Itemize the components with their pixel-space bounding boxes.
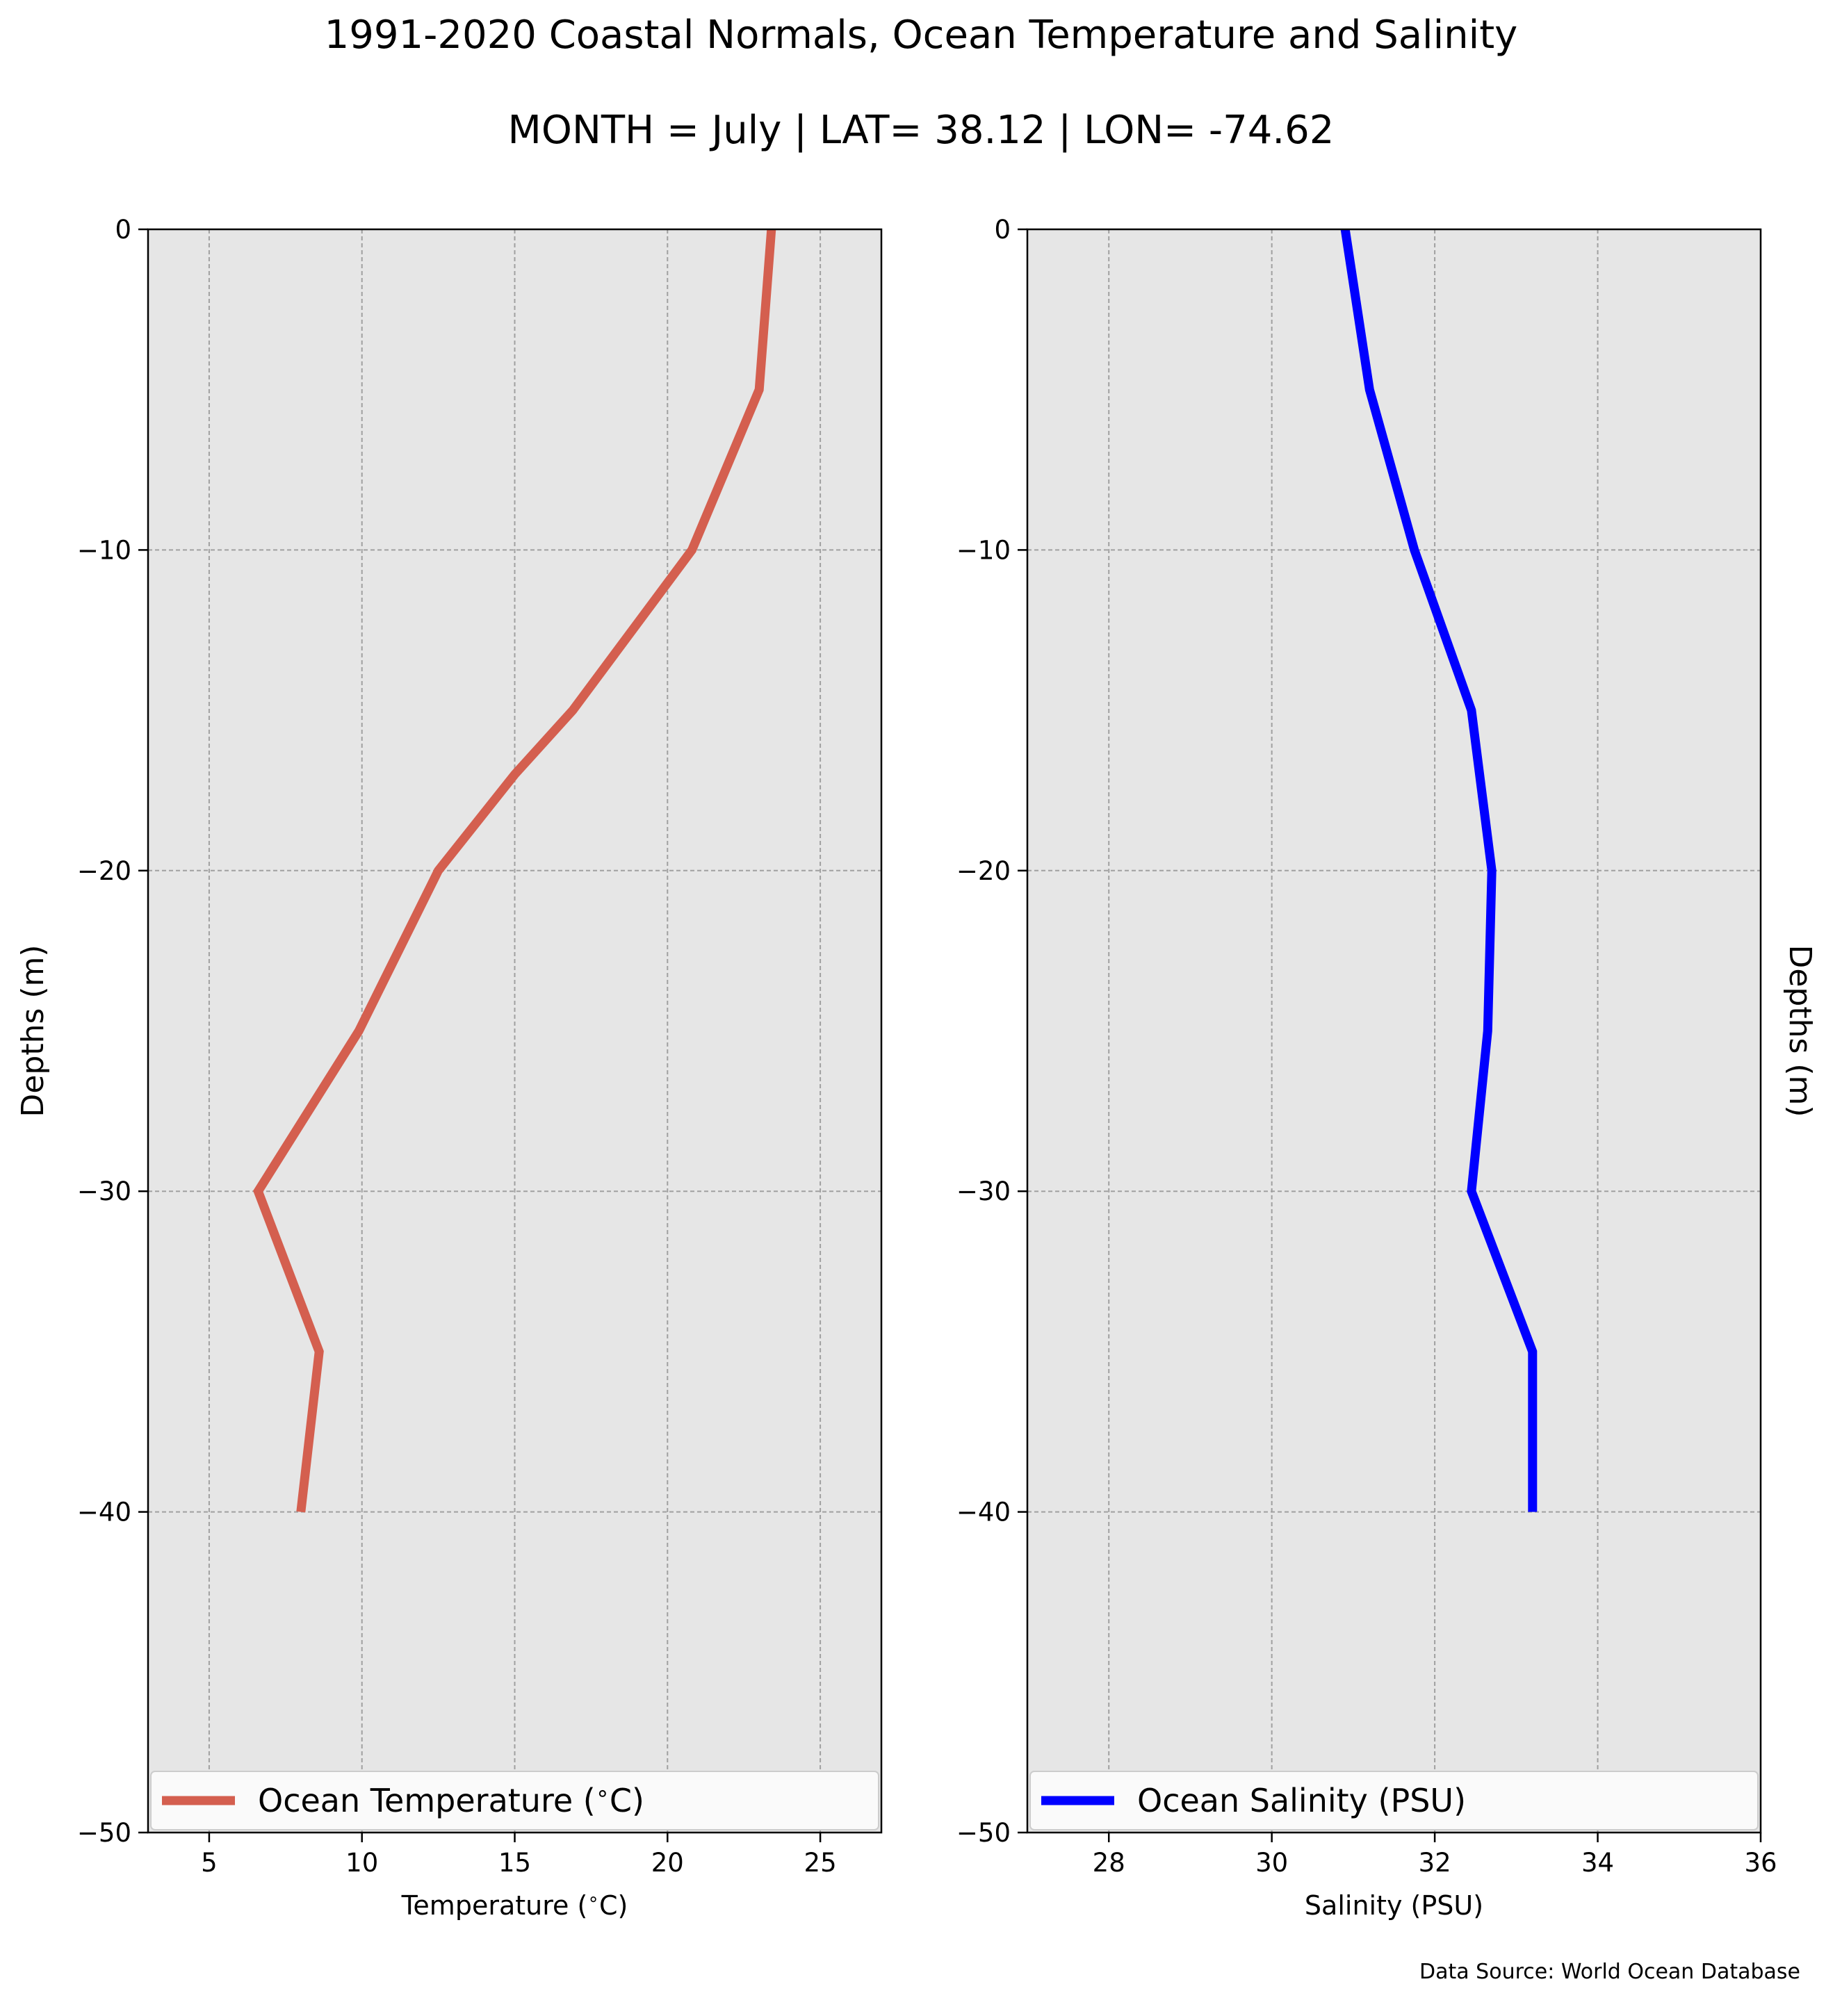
salinity-panel: Ocean Salinity (PSU) 28 30 32 34 36 0 −10 −20 −30… [956, 215, 1818, 1921]
temperature-y-axis-label: Depths (m) [15, 944, 51, 1117]
temperature-y-tick-label: −50 [77, 1818, 131, 1848]
temperature-y-tick-label: −40 [77, 1498, 131, 1527]
salinity-series-line [1340, 229, 1538, 1512]
temperature-legend-box [150, 1771, 879, 1830]
salinity-legend-label: Ocean Salinity (PSU) [1137, 1782, 1466, 1819]
salinity-y-tick-label: −40 [956, 1498, 1011, 1527]
salinity-x-tick-label: 30 [1255, 1848, 1288, 1878]
temperature-y-tick-label: 0 [115, 215, 131, 245]
salinity-y-tick-label: −50 [956, 1818, 1011, 1848]
temperature-legend-label: Ocean Temperature (∘C) [258, 1780, 644, 1819]
salinity-y-axis-label: Depths (m) [1782, 944, 1818, 1117]
temperature-series-line [253, 229, 776, 1513]
temperature-y-tick-label: −10 [77, 535, 131, 565]
salinity-y-tick-label: −20 [956, 856, 1011, 886]
salinity-x-tick-label: 32 [1419, 1848, 1451, 1878]
data-source-note: Data Source: World Ocean Database [1419, 1960, 1800, 1984]
salinity-y-tick-label: −10 [956, 535, 1011, 565]
salinity-x-tick-label: 28 [1093, 1848, 1125, 1878]
salinity-x-tick-label: 34 [1581, 1848, 1614, 1878]
salinity-plot-background [1027, 229, 1761, 1833]
temperature-y-tick-label: −20 [77, 856, 131, 886]
salinity-x-tick-label: 36 [1744, 1848, 1777, 1878]
temperature-x-tick-label: 10 [345, 1848, 378, 1878]
temperature-panel: Ocean Temperature (∘C) 5 10 15 20 25 0 −10 −20 −3… [15, 215, 883, 1921]
salinity-legend-box [1029, 1771, 1759, 1830]
temperature-x-tick-label: 15 [498, 1848, 531, 1878]
salinity-plot-frame [1026, 228, 1762, 1834]
temperature-x-tick-label: 5 [201, 1848, 218, 1878]
salinity-y-tick-label: 0 [994, 215, 1011, 245]
temperature-x-tick-label: 25 [804, 1848, 837, 1878]
temperature-y-tick-label: −30 [77, 1177, 131, 1206]
salinity-y-tick-label: −30 [956, 1177, 1011, 1206]
salinity-x-axis-label: Salinity (PSU) [1305, 1890, 1483, 1921]
chart-subtitle: MONTH = July | LAT= 38.12 | LON= -74.62 [507, 108, 1335, 153]
temperature-x-tick-label: 20 [651, 1848, 684, 1878]
temperature-x-axis-label: Temperature (∘C) [401, 1889, 628, 1921]
chart-title: 1991-2020 Coastal Normals, Ocean Tempera… [324, 13, 1518, 58]
